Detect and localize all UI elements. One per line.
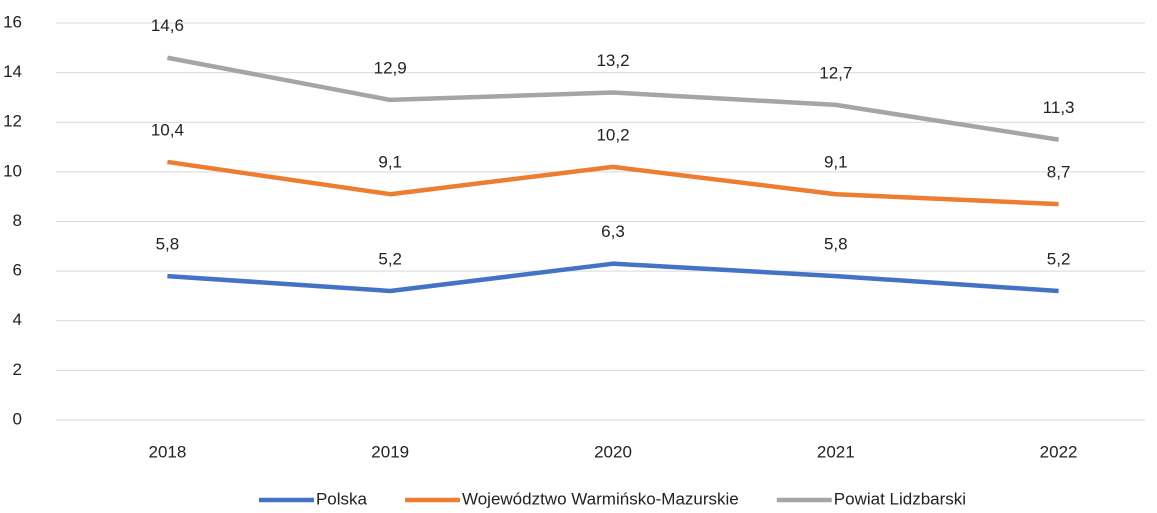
legend-label: Województwo Warmińsko-Mazurskie <box>462 489 739 508</box>
x-tick-label: 2021 <box>817 442 855 461</box>
data-label: 6,3 <box>601 222 625 241</box>
data-label: 9,1 <box>378 153 402 172</box>
x-tick-label: 2022 <box>1040 442 1078 461</box>
y-tick-label: 8 <box>13 211 22 230</box>
data-label: 5,2 <box>1047 249 1071 268</box>
data-label: 12,9 <box>374 58 407 77</box>
y-tick-label: 16 <box>3 12 22 31</box>
x-tick-label: 2018 <box>148 442 186 461</box>
legend-label: Powiat Lidzbarski <box>834 489 966 508</box>
data-label: 14,6 <box>151 16 184 35</box>
y-tick-label: 4 <box>13 310 22 329</box>
data-label: 10,4 <box>151 120 184 139</box>
data-label: 12,7 <box>819 63 852 82</box>
y-tick-label: 12 <box>3 112 22 131</box>
data-label: 9,1 <box>824 153 848 172</box>
series-line <box>167 159 1059 207</box>
data-label: 10,2 <box>596 125 629 144</box>
data-label: 8,7 <box>1047 163 1071 182</box>
y-tick-label: 10 <box>3 161 22 180</box>
y-tick-label: 0 <box>13 409 22 428</box>
data-label: 5,8 <box>156 235 180 254</box>
x-tick-label: 2020 <box>594 442 632 461</box>
legend-label: Polska <box>316 489 368 508</box>
y-tick-label: 2 <box>13 360 22 379</box>
data-label: 5,2 <box>378 249 402 268</box>
y-tick-label: 14 <box>3 62 22 81</box>
data-label: 11,3 <box>1043 98 1075 117</box>
y-tick-label: 6 <box>13 261 22 280</box>
data-label: 13,2 <box>596 51 629 70</box>
series-line <box>167 261 1059 294</box>
x-tick-label: 2019 <box>371 442 409 461</box>
data-label: 5,8 <box>824 235 848 254</box>
legend: Polska Województwo Warmińsko-Mazurskie Pow… <box>258 489 966 508</box>
series-line <box>166 55 1059 142</box>
